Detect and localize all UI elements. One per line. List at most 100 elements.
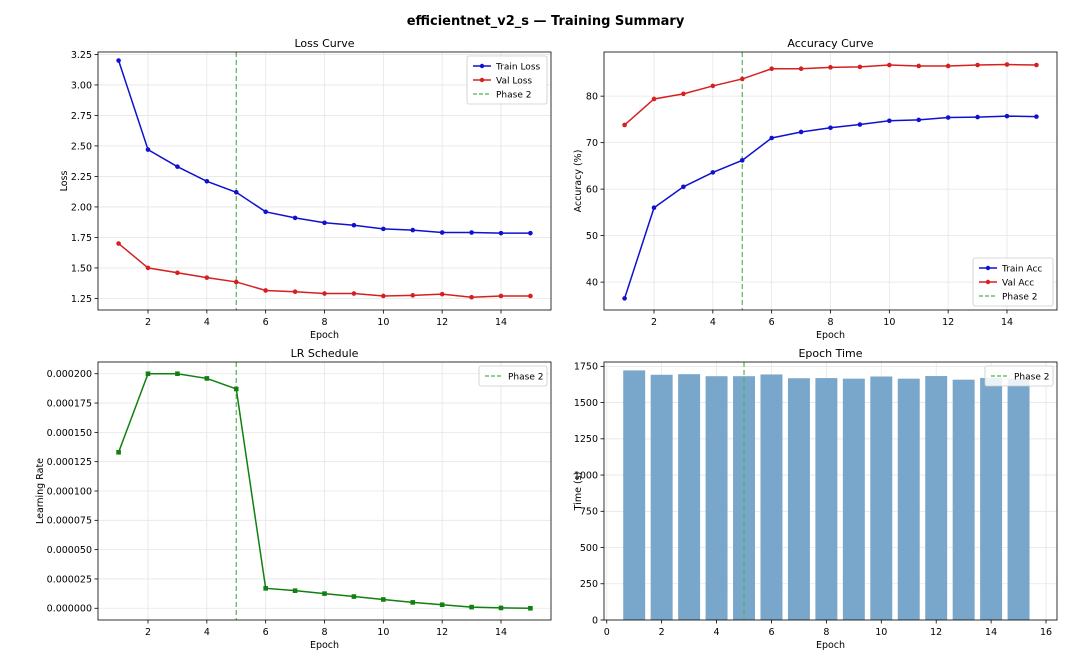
legend-box: [972, 257, 1054, 307]
data-point: [469, 604, 474, 610]
data-point: [916, 117, 922, 123]
bar: [842, 378, 865, 620]
y-tick-label: 0.000000: [47, 604, 92, 615]
bar: [1007, 378, 1030, 620]
data-point: [204, 376, 210, 381]
bar: [623, 370, 646, 620]
y-tick-label: 50: [586, 231, 598, 242]
legend-item: Val Loss: [473, 76, 532, 86]
bar: [925, 376, 948, 620]
data-point: [410, 227, 416, 233]
legend: Train Acc Val Acc Phase 2: [972, 257, 1054, 307]
y-tick-label: 3.25: [71, 50, 92, 61]
data-point: [292, 289, 298, 295]
x-tick-label: 12: [930, 627, 942, 638]
data-point: [1034, 114, 1039, 119]
data-point: [175, 164, 180, 169]
data-point: [887, 62, 892, 68]
y-tick-label: 40: [586, 278, 598, 289]
legend-marker: [479, 63, 485, 69]
legend-box: [984, 365, 1054, 387]
x-tick-label: 4: [204, 317, 210, 328]
bar: [678, 374, 701, 620]
legend-label: Phase 2: [1014, 372, 1049, 382]
x-tick-label: 14: [1001, 317, 1013, 328]
y-tick-label: 3.00: [71, 80, 92, 91]
data-point: [739, 76, 745, 82]
legend-marker: [985, 265, 991, 271]
legend: Phase 2: [984, 365, 1054, 387]
data-point: [769, 66, 774, 72]
data-point: [857, 64, 863, 70]
x-tick-label: 16: [1040, 627, 1052, 638]
y-tick-label: 1.25: [71, 294, 92, 305]
y-tick-label: 250: [580, 579, 598, 590]
data-point: [381, 597, 386, 602]
x-axis-label: Epoch: [310, 330, 339, 341]
data-point: [322, 291, 327, 296]
chart-time: 0 2 4 6 8 10 12 14 16 0 250 500 750 1000 1250 1500 1750 E…: [573, 347, 1058, 651]
legend-label: Phase 2: [1002, 292, 1037, 302]
data-point: [887, 118, 892, 124]
data-point: [1004, 113, 1010, 119]
data-point: [439, 230, 445, 235]
x-tick-label: 14: [985, 627, 997, 638]
data-point: [828, 125, 833, 131]
data-point: [439, 291, 445, 297]
legend-label: Val Acc: [1002, 278, 1034, 288]
chart-title: Accuracy Curve: [787, 37, 873, 50]
x-tick-label: 4: [204, 627, 210, 638]
legend-item: Val Acc: [979, 278, 1034, 288]
legend-marker: [479, 77, 485, 83]
y-tick-label: 1250: [574, 434, 598, 445]
data-point: [351, 594, 357, 599]
y-tick-label: 0.000025: [47, 574, 92, 585]
x-tick-label: 2: [145, 317, 151, 328]
legend-item: Train Loss: [473, 62, 541, 72]
legend-item: Phase 2: [991, 372, 1049, 382]
data-point: [145, 371, 151, 377]
data-point: [622, 122, 627, 128]
bar: [787, 378, 810, 620]
x-tick-label: 2: [651, 317, 657, 328]
x-tick-label: 10: [377, 317, 389, 328]
data-point: [351, 291, 357, 296]
data-point: [439, 602, 445, 608]
chart-title: LR Schedule: [291, 347, 359, 360]
y-tick-label: 2.00: [71, 202, 92, 213]
x-tick-label: 2: [659, 627, 665, 638]
y-tick-label: 2.50: [71, 141, 92, 152]
legend-item: Phase 2: [485, 372, 543, 382]
x-tick-label: 6: [263, 317, 269, 328]
legend-item: Phase 2: [979, 292, 1037, 302]
legend-label: Train Acc: [1001, 264, 1042, 274]
data-point: [828, 65, 833, 70]
y-tick-label: 1500: [574, 398, 598, 409]
x-axis-label: Epoch: [816, 640, 845, 651]
data-point: [798, 129, 804, 135]
data-point: [175, 371, 180, 377]
data-point: [116, 241, 121, 246]
axes-frame: [603, 361, 1058, 621]
data-point: [528, 230, 533, 236]
legend-label: Phase 2: [508, 372, 543, 382]
x-tick-label: 12: [436, 627, 448, 638]
y-tick-label: 0.000050: [47, 545, 92, 556]
data-point: [798, 66, 804, 72]
data-point: [116, 58, 121, 63]
x-tick-label: 14: [495, 627, 507, 638]
data-point: [769, 135, 774, 141]
data-point: [739, 158, 745, 163]
data-point: [381, 226, 386, 232]
data-point: [410, 293, 416, 298]
x-tick-label: 12: [436, 317, 448, 328]
y-tick-label: 0.000075: [47, 516, 92, 527]
y-tick-label: 750: [580, 507, 598, 518]
x-tick-label: 8: [321, 317, 327, 328]
bar: [650, 374, 673, 620]
y-tick-label: 1.75: [71, 233, 92, 244]
data-point: [681, 184, 686, 190]
y-tick-label: 70: [586, 138, 598, 149]
legend-label: Phase 2: [496, 90, 531, 100]
